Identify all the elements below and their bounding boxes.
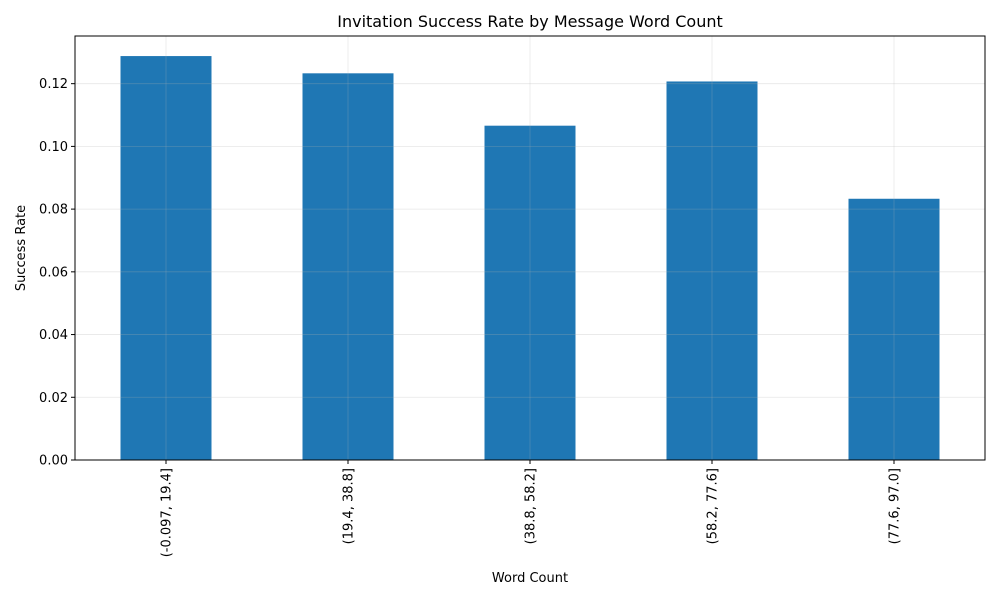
x-tick-label: (19.4, 38.8] (342, 468, 357, 544)
bar (848, 198, 940, 461)
x-tick-label: (-0.097, 19.4] (160, 468, 175, 557)
x-axis-label: Word Count (492, 571, 568, 586)
grid-layer (75, 36, 985, 461)
y-tick-label: 0.06 (39, 265, 68, 280)
x-tick-label: (38.8, 58.2] (524, 468, 539, 544)
bar (666, 81, 758, 460)
bar (120, 56, 212, 460)
y-tick-label: 0.08 (39, 203, 68, 218)
y-tick-label: 0.12 (39, 77, 68, 92)
bar (484, 125, 576, 460)
bar (302, 73, 394, 461)
y-axis: 0.00 0.02 0.04 0.06 0.08 0.10 0.12 (39, 77, 75, 469)
bars-layer (120, 56, 940, 461)
chart-title: Invitation Success Rate by Message Word … (337, 12, 723, 31)
x-axis: (-0.097, 19.4] (19.4, 38.8] (38.8, 58.2] (5… (160, 460, 903, 557)
y-axis-label: Success Rate (14, 205, 29, 291)
y-tick-label: 0.10 (39, 140, 68, 155)
x-tick-label: (77.6, 97.0] (888, 468, 903, 544)
x-tick-label: (58.2, 77.6] (706, 468, 721, 544)
y-tick-label: 0.04 (39, 328, 68, 343)
y-tick-label: 0.00 (39, 454, 68, 469)
y-tick-label: 0.02 (39, 391, 68, 406)
